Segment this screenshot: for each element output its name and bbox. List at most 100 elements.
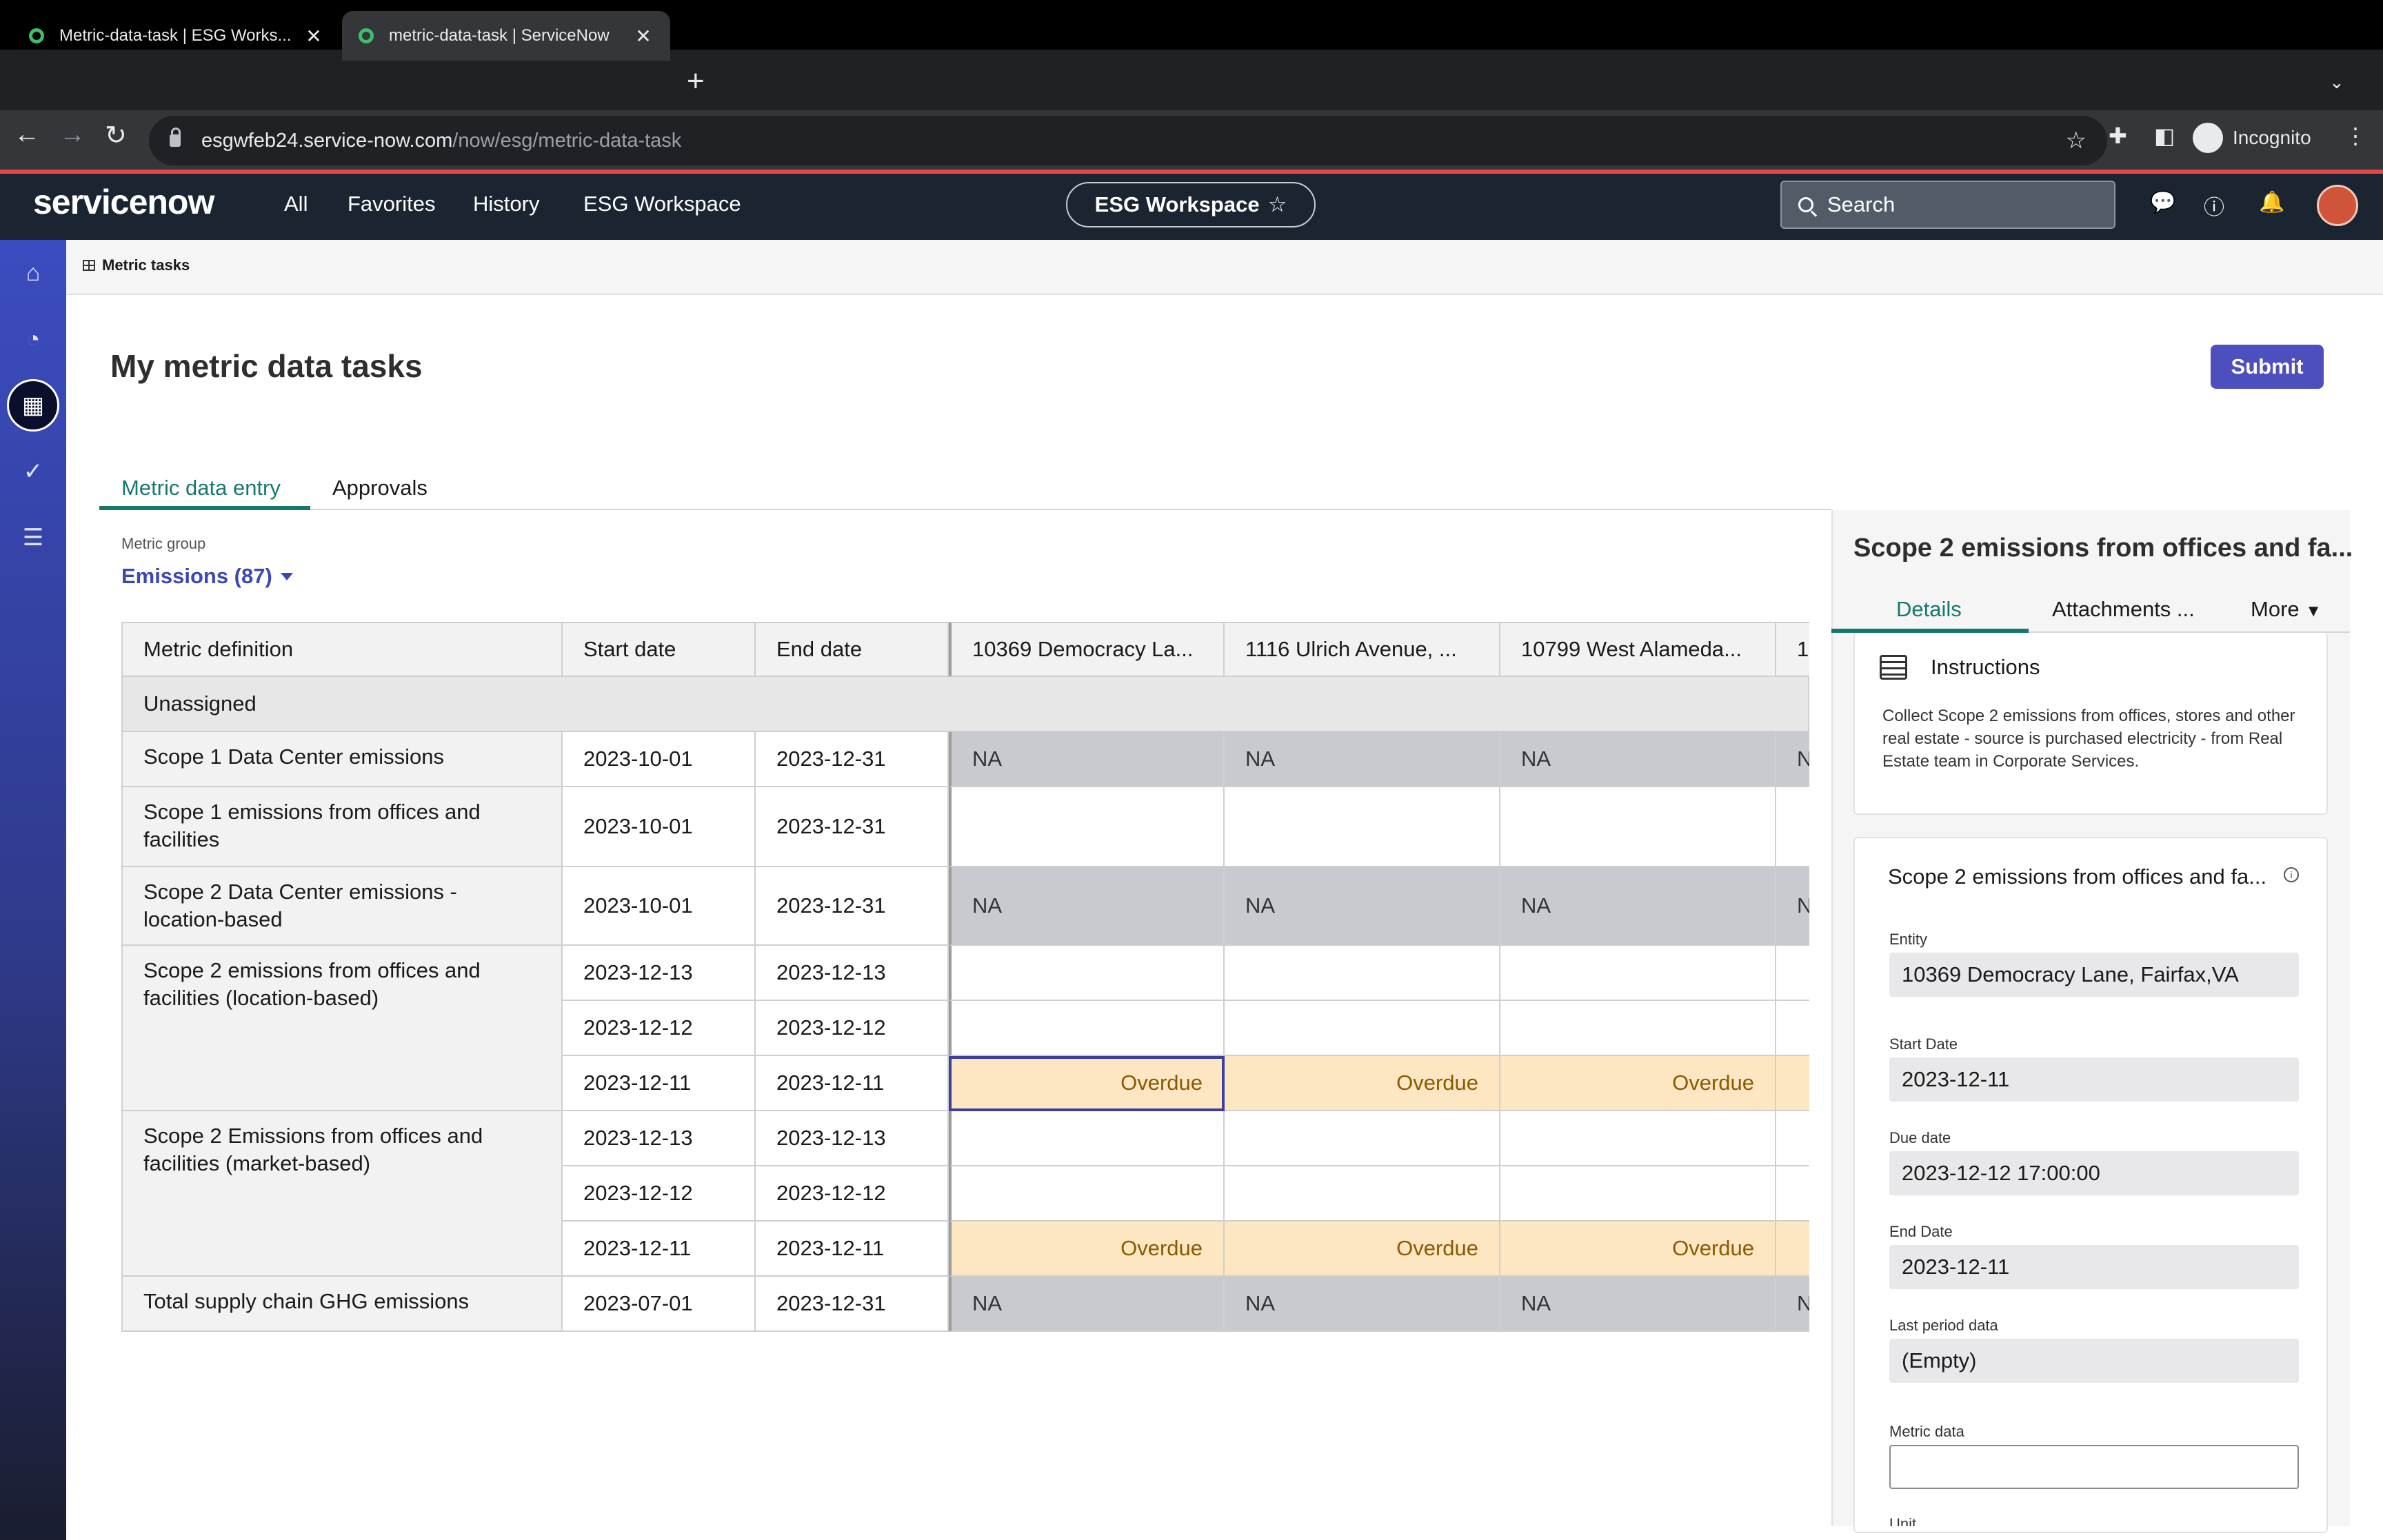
extensions-puzzle-icon[interactable]: ✚ xyxy=(2109,123,2127,148)
metric-data-cell[interactable]: NA xyxy=(1225,732,1500,787)
workspace-pill[interactable]: ESG Workspace ☆ xyxy=(1066,182,1316,227)
metric-data-cell[interactable]: NA xyxy=(1225,1277,1500,1332)
url-host: esgwfeb24.service-now.com xyxy=(201,129,453,152)
breadcrumb[interactable]: Metric tasks xyxy=(83,256,190,274)
home-icon[interactable]: ⌂ xyxy=(26,259,41,286)
metric-definition-cell: Scope 1 Data Center emissions xyxy=(121,732,563,787)
metric-data-input[interactable] xyxy=(1889,1445,2299,1489)
close-tab-icon[interactable]: ✕ xyxy=(305,25,322,47)
col-header-entity-2[interactable]: 1116 Ulrich Avenue, ... xyxy=(1225,622,1500,677)
metric-data-cell[interactable] xyxy=(1225,946,1500,1001)
incognito-profile[interactable]: Incognito xyxy=(2193,119,2311,157)
chat-icon[interactable]: 💬 xyxy=(2150,191,2176,214)
notifications-bell-icon[interactable]: 🔔 xyxy=(2259,191,2285,214)
metric-data-cell[interactable] xyxy=(1500,1111,1776,1166)
favorite-star-icon[interactable]: ☆ xyxy=(1267,192,1287,216)
metric-data-cell[interactable]: NA xyxy=(1500,1277,1776,1332)
metric-data-cell[interactable]: Overdue xyxy=(1225,1056,1500,1111)
global-search-input[interactable]: Search xyxy=(1780,181,2115,229)
help-icon[interactable]: ⓘ xyxy=(2204,196,2224,219)
panel-tab-details[interactable]: Details xyxy=(1896,597,1962,621)
nav-esg-workspace[interactable]: ESG Workspace xyxy=(583,192,741,216)
panel-tab-attachments[interactable]: Attachments ... xyxy=(2052,597,2195,621)
lock-icon xyxy=(170,128,181,147)
browser-tab-1[interactable]: Metric-data-task | ESG Works... ✕ xyxy=(12,11,341,61)
submit-button[interactable]: Submit xyxy=(2211,345,2324,389)
metric-data-cell[interactable]: NA xyxy=(949,867,1225,946)
end-date-cell: 2023-12-31 xyxy=(756,867,949,946)
browser-menu-icon[interactable]: ⋮ xyxy=(2344,123,2366,148)
last-period-label: Last period data xyxy=(1889,1317,1998,1334)
metric-data-cell[interactable] xyxy=(1776,946,1809,1001)
list-icon[interactable]: ☰ xyxy=(22,525,44,551)
new-tab-icon[interactable]: + xyxy=(687,64,705,98)
workspace-pill-label: ESG Workspace xyxy=(1094,192,1260,216)
metric-data-cell[interactable] xyxy=(1225,787,1500,867)
metric-data-cell[interactable]: NA xyxy=(1500,867,1776,946)
nav-history[interactable]: History xyxy=(473,192,540,216)
col-header-start-date[interactable]: Start date xyxy=(563,622,756,677)
col-header-end-date[interactable]: End date xyxy=(756,622,949,677)
col-header-entity-4[interactable]: 1 xyxy=(1776,622,1809,677)
metric-data-cell[interactable]: N xyxy=(1776,867,1809,946)
metric-data-cell[interactable]: Overdue xyxy=(949,1056,1225,1111)
metric-data-cell[interactable]: Overdue xyxy=(1500,1222,1776,1277)
metric-data-cell[interactable] xyxy=(949,1166,1225,1222)
url-bar[interactable]: esgwfeb24.service-now.com/now/esg/metric… xyxy=(149,116,2107,165)
metric-data-cell[interactable]: Overdue xyxy=(949,1222,1225,1277)
info-icon[interactable]: i xyxy=(2284,867,2299,882)
tab-approvals[interactable]: Approvals xyxy=(332,476,428,500)
close-tab-icon[interactable]: ✕ xyxy=(635,25,652,47)
side-panel-icon[interactable]: ◧ xyxy=(2154,123,2175,148)
tab-metric-data-entry[interactable]: Metric data entry xyxy=(121,476,281,500)
metric-data-cell[interactable]: N xyxy=(1776,1277,1809,1332)
metric-data-cell[interactable]: N xyxy=(1776,732,1809,787)
metric-data-cell[interactable] xyxy=(1776,1111,1809,1166)
metric-data-cell[interactable] xyxy=(1225,1001,1500,1056)
metric-data-cell[interactable] xyxy=(1500,1001,1776,1056)
forward-icon[interactable]: → xyxy=(59,120,86,149)
end-date-cell: 2023-12-12 xyxy=(756,1166,949,1222)
browser-tab-2[interactable]: metric-data-task | ServiceNow ✕ xyxy=(342,11,670,61)
metric-data-cell[interactable]: NA xyxy=(949,732,1225,787)
metric-data-cell[interactable]: NA xyxy=(1225,867,1500,946)
end-date-cell: 2023-12-13 xyxy=(756,1111,949,1166)
metric-data-cell[interactable] xyxy=(1776,1222,1809,1277)
back-icon[interactable]: ← xyxy=(14,120,40,149)
metric-data-cell[interactable] xyxy=(1500,946,1776,1001)
table-icon[interactable]: ▦ xyxy=(7,379,59,432)
metric-data-cell[interactable] xyxy=(1776,1056,1809,1111)
nav-all[interactable]: All xyxy=(284,192,308,216)
metric-data-cell[interactable] xyxy=(949,1111,1225,1166)
metric-data-cell[interactable]: Overdue xyxy=(1500,1056,1776,1111)
start-date-cell: 2023-10-01 xyxy=(563,787,756,867)
check-circle-icon[interactable]: ✓ xyxy=(23,458,43,485)
bookmark-star-icon[interactable]: ☆ xyxy=(2065,128,2087,154)
col-header-entity-3[interactable]: 10799 West Alameda... xyxy=(1500,622,1776,677)
tab-search-chevron-icon[interactable]: ⌄ xyxy=(2329,72,2344,92)
metric-data-cell[interactable] xyxy=(1776,1001,1809,1056)
metric-data-cell[interactable] xyxy=(1500,1166,1776,1222)
metric-data-cell[interactable] xyxy=(1225,1166,1500,1222)
nav-favorites[interactable]: Favorites xyxy=(348,192,436,216)
metric-data-cell[interactable] xyxy=(949,787,1225,867)
entity-field: 10369 Democracy Lane, Fairfax,VA xyxy=(1889,953,2299,997)
metric-data-cell[interactable] xyxy=(949,1001,1225,1056)
metric-data-cell[interactable]: NA xyxy=(1500,732,1776,787)
panel-tab-more[interactable]: More ▼ xyxy=(2251,597,2322,622)
metric-data-cell[interactable]: NA xyxy=(949,1277,1225,1332)
col-header-metric-definition[interactable]: Metric definition xyxy=(121,622,563,677)
metric-group-dropdown[interactable]: Emissions (87) xyxy=(121,564,293,589)
metric-data-cell[interactable]: Overdue xyxy=(1225,1222,1500,1277)
col-header-entity-1[interactable]: 10369 Democracy La... xyxy=(949,622,1225,677)
metric-data-cell[interactable] xyxy=(1225,1111,1500,1166)
group-row-unassigned[interactable]: Unassigned xyxy=(121,677,1809,732)
metric-data-cell[interactable] xyxy=(1776,787,1809,867)
dashboard-icon[interactable]: ◔ xyxy=(26,325,41,352)
metric-data-cell[interactable] xyxy=(949,946,1225,1001)
user-avatar[interactable] xyxy=(2317,185,2358,226)
reload-icon[interactable]: ↻ xyxy=(105,121,127,150)
metric-data-cell[interactable] xyxy=(1500,787,1776,867)
servicenow-logo[interactable]: servicenow xyxy=(33,183,214,221)
metric-data-cell[interactable] xyxy=(1776,1166,1809,1222)
